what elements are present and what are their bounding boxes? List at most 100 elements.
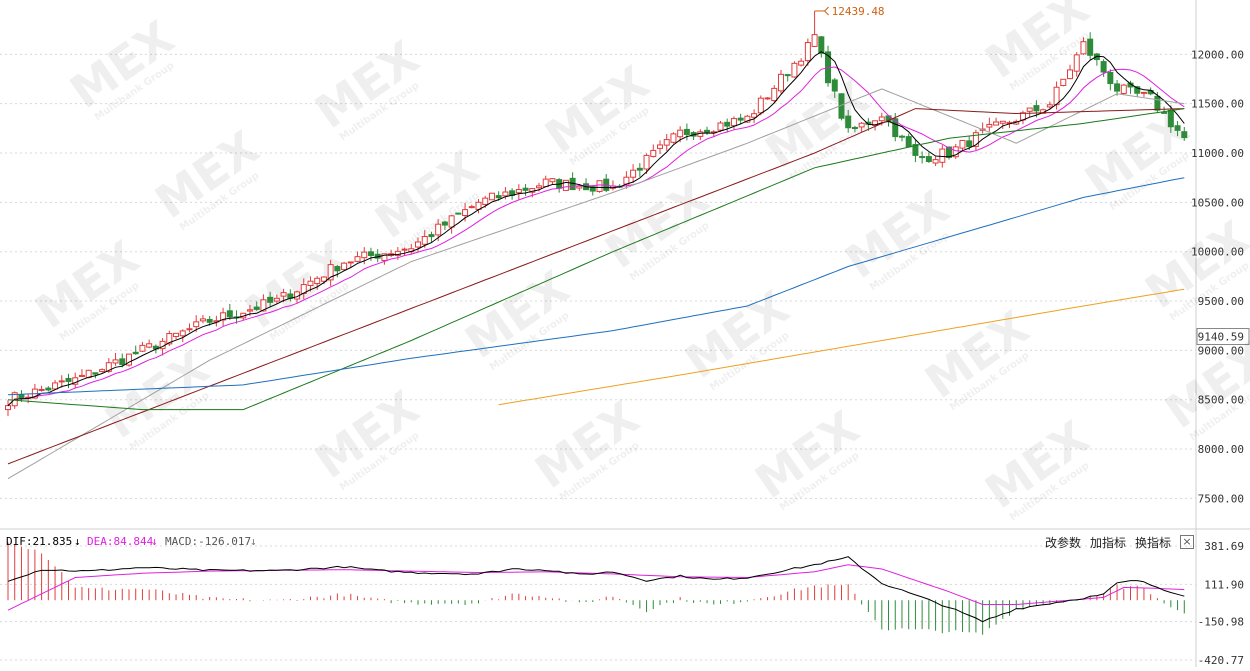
candle-body	[562, 179, 569, 191]
candle-body	[1087, 38, 1094, 56]
ma5-line	[7, 51, 1185, 406]
candle-body	[905, 136, 912, 148]
candle-body	[361, 251, 368, 259]
price-tick-label: 9500.00	[1198, 295, 1244, 308]
candle-body	[1100, 61, 1107, 73]
candle-body	[482, 197, 489, 205]
ma60-line	[7, 108, 1185, 465]
candle-body	[1073, 54, 1080, 72]
candle-body	[1060, 78, 1067, 87]
candle-body	[495, 195, 502, 199]
candle-body	[663, 139, 670, 146]
candle-body	[1114, 83, 1121, 92]
candle-body	[1174, 125, 1181, 131]
dea-line	[7, 564, 1185, 611]
ma120-line	[7, 108, 1185, 411]
candle-body	[898, 135, 905, 138]
price-tick-label: 9000.00	[1198, 344, 1244, 357]
macd-histogram	[7, 542, 1185, 635]
candle-body	[522, 187, 529, 191]
candle-body	[435, 223, 442, 236]
candle-body	[199, 318, 206, 322]
candle-body	[468, 206, 475, 209]
candle-body	[737, 117, 744, 121]
candle-body	[38, 388, 45, 391]
candle-body	[186, 328, 193, 331]
price-tick-label: 10500.00	[1191, 196, 1244, 209]
dif-line	[7, 556, 1185, 623]
candle-body	[415, 241, 422, 248]
add-indicator-button[interactable]: 加指标	[1090, 536, 1127, 550]
candle-body	[347, 261, 354, 264]
candle-body	[683, 128, 690, 135]
candle-body	[52, 382, 59, 390]
close-indicator-button[interactable]: ×	[1180, 535, 1194, 549]
candle-body	[1080, 41, 1087, 55]
candle-body	[341, 262, 348, 271]
candle-body	[327, 264, 334, 281]
candle-body	[119, 358, 126, 366]
candle-body	[811, 34, 818, 47]
price-tick-label: 11500.00	[1191, 98, 1244, 111]
switch-indicator-button[interactable]: 换指标	[1135, 536, 1172, 550]
candle-body	[912, 144, 919, 156]
candle-body	[125, 353, 132, 366]
candle-body	[515, 188, 522, 194]
candle-body	[226, 310, 233, 318]
candle-body	[636, 167, 643, 171]
candle-body	[105, 362, 112, 372]
candle-body	[1120, 84, 1127, 94]
candle-body	[354, 256, 361, 262]
candle-body	[986, 123, 993, 128]
candle-body	[267, 296, 274, 303]
candle-body	[99, 369, 106, 373]
ma500-line	[498, 288, 1185, 406]
candle-body	[1181, 131, 1188, 139]
adjust-params-button[interactable]: 改参数	[1045, 536, 1082, 550]
ma250-line	[7, 177, 1185, 396]
price-tick-label: 8500.00	[1198, 394, 1244, 407]
candle-body	[892, 118, 899, 138]
candle-body	[45, 387, 52, 391]
candle-body	[993, 121, 1000, 126]
dea-label: DEA:84.844	[87, 535, 154, 548]
macd-tick-label: -420.77	[1198, 654, 1244, 667]
dea-arrow-icon: ↓	[151, 535, 158, 548]
candle-body	[260, 299, 267, 312]
current-price-box	[1196, 328, 1250, 346]
candle-body	[488, 192, 495, 201]
dif-label: DIF:21.835	[6, 535, 72, 548]
candle-body	[932, 159, 939, 164]
candle-body	[448, 215, 455, 228]
ma10-line	[7, 66, 1185, 406]
candle-body	[462, 209, 469, 216]
candle-body	[1154, 95, 1161, 111]
candle-body	[798, 60, 805, 66]
candle-body	[132, 351, 139, 355]
candle-body	[751, 113, 758, 118]
candle-body	[818, 36, 825, 54]
candles	[5, 10, 1188, 417]
candle-body	[858, 122, 865, 128]
candle-body	[972, 132, 979, 147]
candle-body	[542, 178, 549, 188]
candle-body	[334, 266, 341, 272]
candle-body	[630, 169, 637, 178]
candle-body	[536, 185, 543, 189]
candle-body	[146, 343, 153, 348]
candle-body	[206, 318, 213, 323]
macd-tick-label: -150.98	[1198, 616, 1244, 629]
current-price-label: 9140.59	[1198, 331, 1244, 344]
candle-body	[730, 118, 737, 127]
price-tick-label: 7500.00	[1198, 492, 1244, 505]
candle-body	[401, 248, 408, 251]
